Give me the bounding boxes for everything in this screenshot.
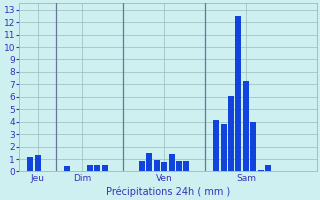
- Bar: [183, 161, 189, 171]
- Bar: [258, 170, 264, 171]
- Bar: [176, 161, 182, 171]
- Bar: [250, 122, 256, 171]
- Bar: [228, 96, 234, 171]
- Bar: [220, 124, 227, 171]
- Bar: [154, 160, 160, 171]
- Bar: [35, 155, 41, 171]
- Bar: [243, 81, 249, 171]
- Bar: [265, 165, 271, 171]
- Bar: [161, 162, 167, 171]
- Bar: [65, 166, 70, 171]
- Bar: [236, 16, 241, 171]
- Bar: [87, 165, 93, 171]
- Bar: [139, 161, 145, 171]
- Bar: [213, 120, 219, 171]
- X-axis label: Précipitations 24h ( mm ): Précipitations 24h ( mm ): [106, 186, 230, 197]
- Bar: [27, 157, 33, 171]
- Bar: [102, 165, 108, 171]
- Bar: [94, 165, 100, 171]
- Bar: [146, 153, 152, 171]
- Bar: [169, 154, 174, 171]
